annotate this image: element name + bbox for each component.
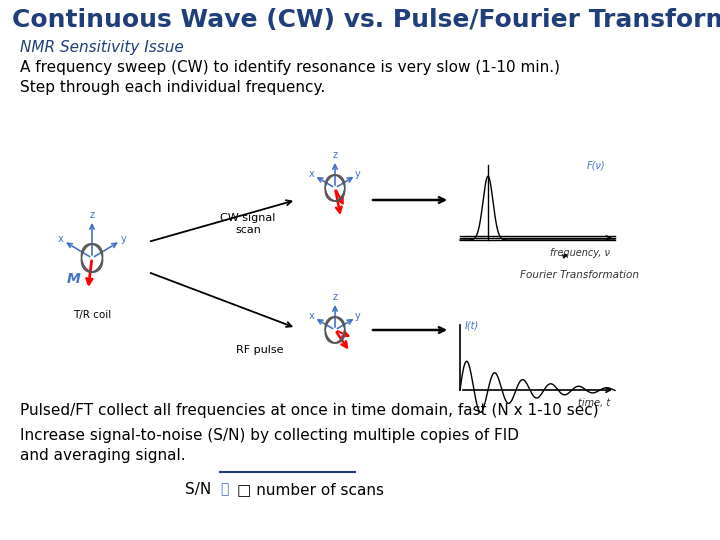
Text: □ number of scans: □ number of scans bbox=[237, 482, 384, 497]
Text: y: y bbox=[120, 234, 126, 244]
Text: Increase signal-to-noise (S/N) by collecting multiple copies of FID
and averagin: Increase signal-to-noise (S/N) by collec… bbox=[20, 428, 519, 463]
Text: CW signal
scan: CW signal scan bbox=[220, 213, 276, 235]
Text: y: y bbox=[355, 311, 361, 321]
Text: ⛔: ⛔ bbox=[220, 482, 228, 496]
Text: z: z bbox=[89, 210, 94, 220]
Text: Pulsed/FT collect all frequencies at once in time domain, fast (N x 1-10 sec): Pulsed/FT collect all frequencies at onc… bbox=[20, 403, 598, 418]
Text: NMR Sensitivity Issue: NMR Sensitivity Issue bbox=[20, 40, 184, 55]
Text: Fourier Transformation: Fourier Transformation bbox=[521, 270, 639, 280]
Text: x: x bbox=[58, 234, 63, 244]
Text: frequency, ν: frequency, ν bbox=[550, 248, 610, 258]
Text: M: M bbox=[66, 272, 80, 286]
Text: y: y bbox=[355, 169, 361, 179]
Text: z: z bbox=[333, 292, 338, 302]
Text: time, t: time, t bbox=[577, 398, 610, 408]
Text: RF pulse: RF pulse bbox=[236, 345, 284, 355]
Text: T/R coil: T/R coil bbox=[73, 310, 111, 320]
Text: z: z bbox=[333, 150, 338, 160]
Text: x: x bbox=[309, 311, 315, 321]
Text: A frequency sweep (CW) to identify resonance is very slow (1-10 min.)
Step throu: A frequency sweep (CW) to identify reson… bbox=[20, 60, 560, 95]
Text: x: x bbox=[309, 169, 315, 179]
Text: S/N: S/N bbox=[185, 482, 211, 497]
Text: F(ν): F(ν) bbox=[586, 160, 605, 170]
Text: I(t): I(t) bbox=[465, 320, 480, 330]
Text: Continuous Wave (CW) vs. Pulse/Fourier Transform: Continuous Wave (CW) vs. Pulse/Fourier T… bbox=[12, 8, 720, 32]
